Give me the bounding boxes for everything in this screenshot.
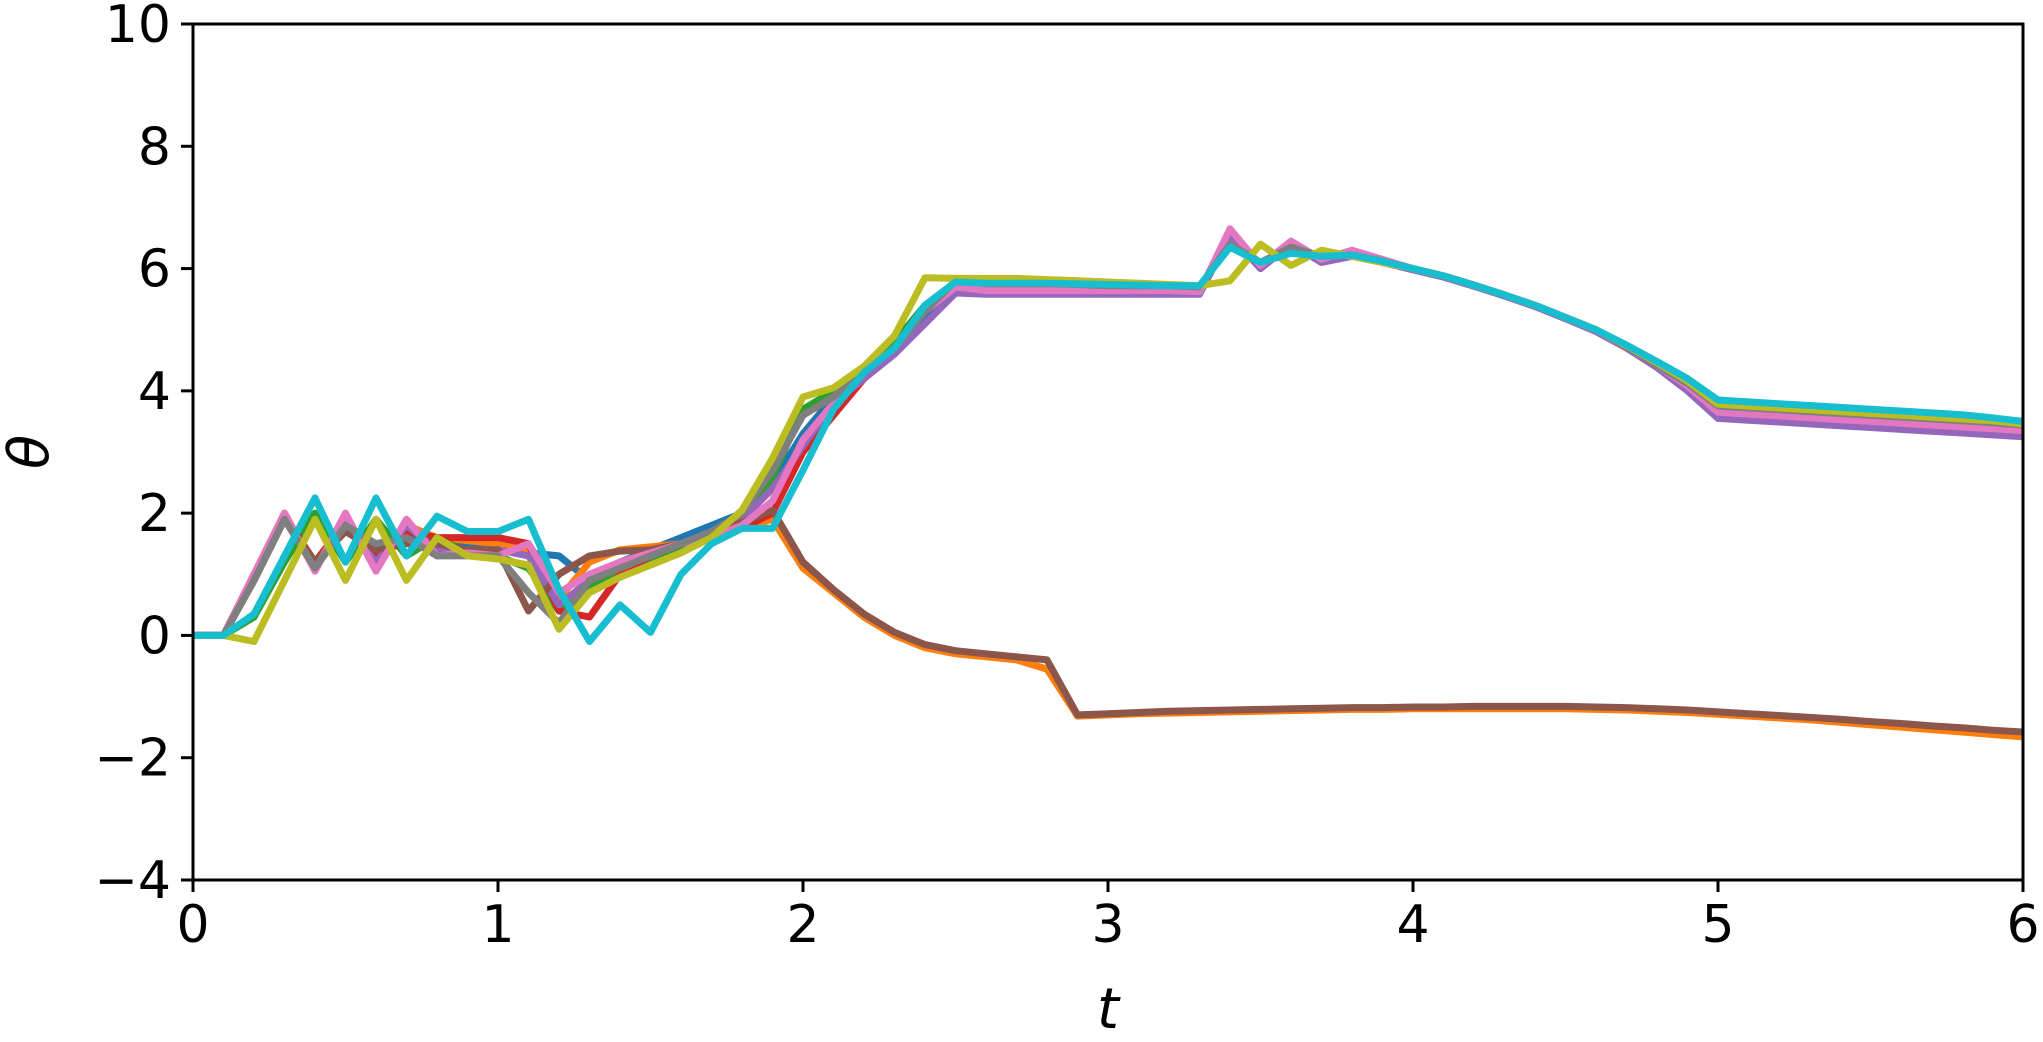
y-tick-label: 0 — [138, 606, 171, 666]
x-tick-label: 1 — [481, 895, 514, 955]
x-tick-label: 4 — [1396, 895, 1429, 955]
x-tick-label: 0 — [176, 895, 209, 955]
series-layer — [193, 225, 2023, 741]
y-tick-label: 8 — [138, 117, 171, 177]
y-tick-label: −4 — [94, 851, 171, 911]
x-axis: 0 1 2 3 4 5 6 — [176, 880, 2040, 955]
x-tick-label: 5 — [1701, 895, 1734, 955]
y-axis-title: θ — [0, 435, 62, 469]
y-tick-label: −2 — [94, 729, 171, 789]
y-tick-label: 2 — [138, 484, 171, 544]
series-line-3 — [193, 240, 2023, 639]
series-line-7 — [193, 225, 2023, 639]
y-axis: −4 −2 0 2 4 6 8 10 — [94, 0, 193, 911]
y-tick-label: 10 — [105, 0, 171, 55]
series-line-6 — [193, 506, 2023, 736]
series-line-8 — [193, 240, 2023, 639]
plot-frame — [191, 22, 2025, 882]
series-line-4 — [193, 237, 2023, 639]
series-line-5 — [193, 231, 2023, 639]
y-tick-label: 6 — [138, 240, 171, 300]
x-axis-title: t — [1097, 977, 1121, 1042]
series-line-10 — [193, 243, 2023, 645]
x-tick-label: 6 — [2006, 895, 2039, 955]
series-line-9 — [193, 240, 2023, 645]
x-tick-label: 3 — [1091, 895, 1124, 955]
x-tick-label: 2 — [786, 895, 819, 955]
y-tick-label: 4 — [138, 362, 171, 422]
